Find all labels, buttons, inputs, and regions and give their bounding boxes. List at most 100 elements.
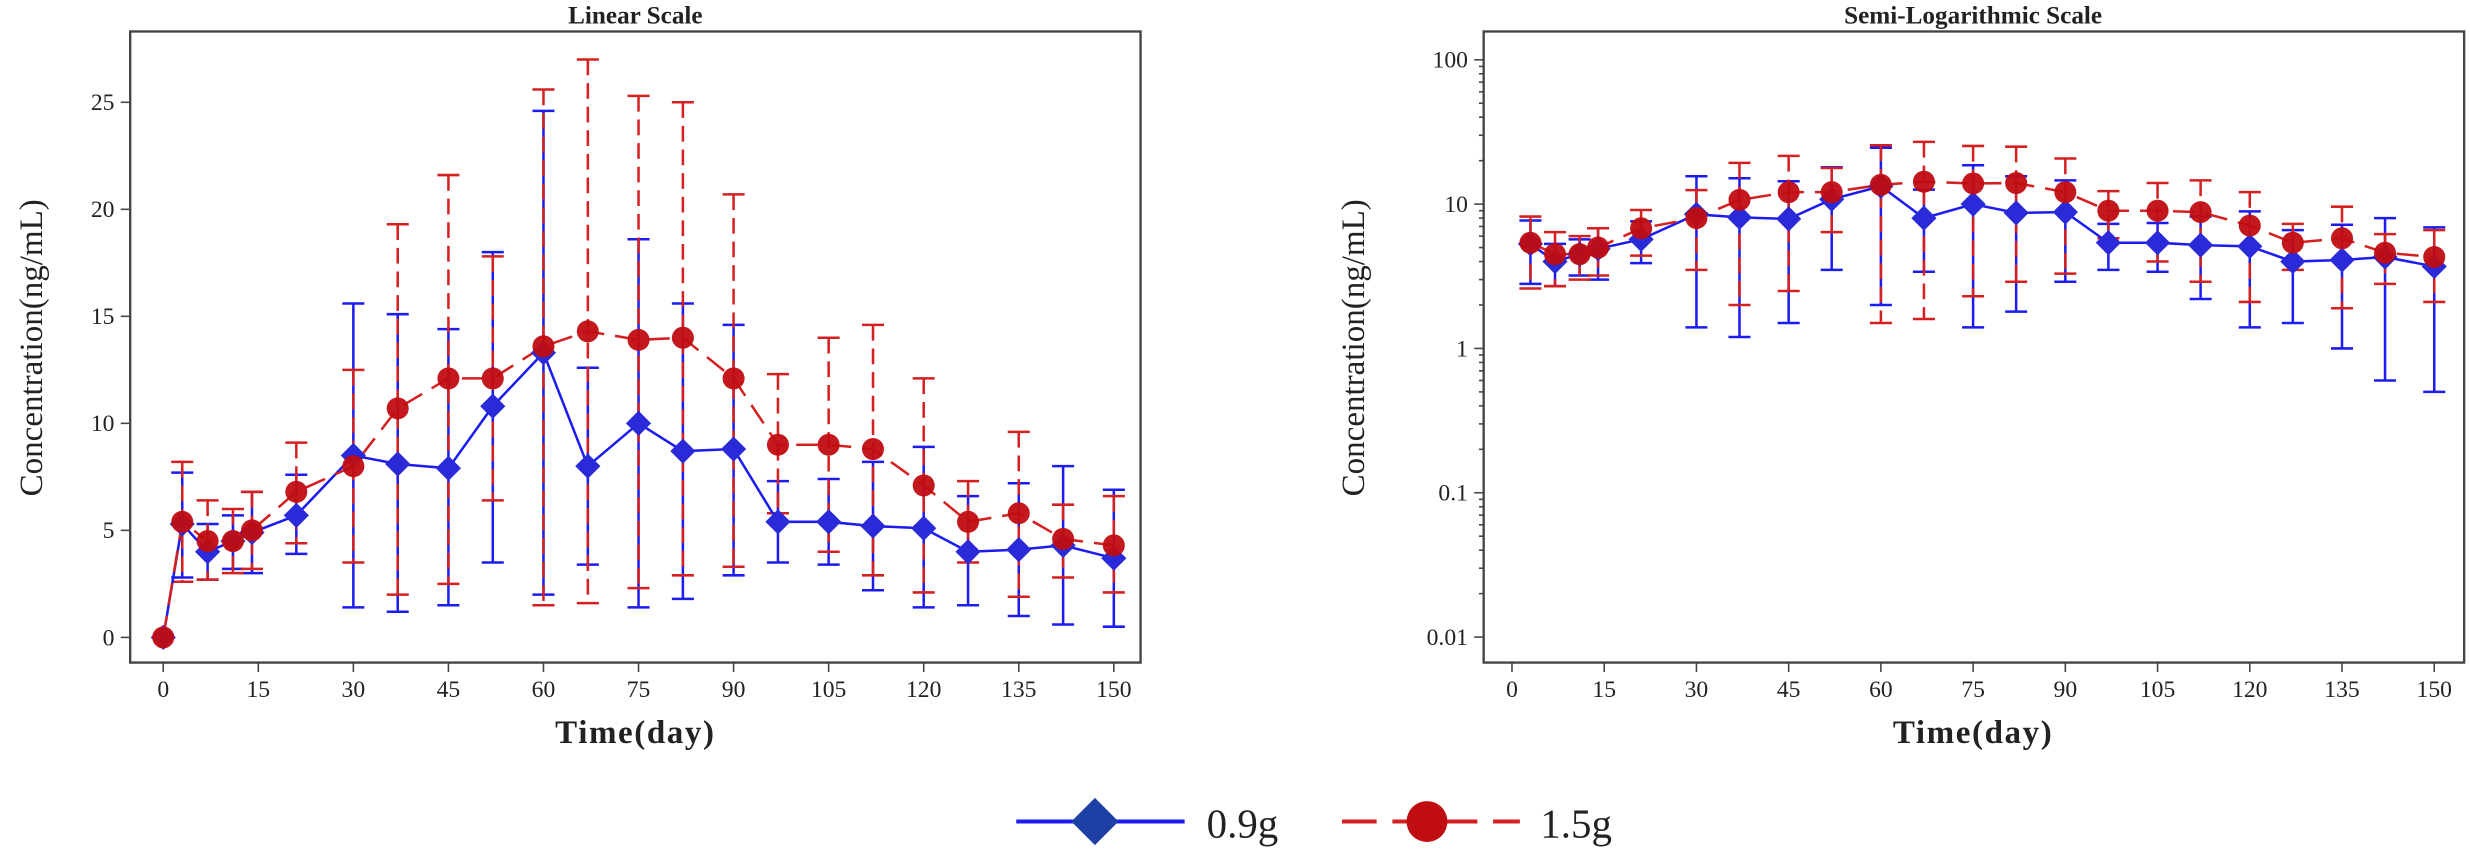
data-point-0.9g — [2052, 199, 2078, 225]
data-point-0.9g — [911, 515, 937, 541]
data-point-1.5g — [532, 335, 555, 358]
data-point-0.9g — [1911, 205, 1937, 231]
data-point-0.9g — [765, 509, 791, 535]
data-point-1.5g — [1544, 243, 1567, 266]
y-tick-label: 20 — [91, 197, 115, 223]
data-point-1.5g — [1962, 172, 1985, 195]
legend: 0.9g 1.5g — [1016, 797, 1612, 846]
data-point-0.9g — [2237, 233, 2263, 259]
data-point-0.9g — [2095, 230, 2121, 256]
data-point-0.9g — [670, 438, 696, 464]
y-axis-label: Concentration(ng/mL) — [14, 199, 50, 496]
series-line-0.9g — [1529, 184, 2435, 268]
data-point-1.5g — [1777, 181, 1800, 204]
data-point-1.5g — [1587, 236, 1610, 259]
data-point-1.5g — [481, 367, 504, 390]
x-tick-label: 120 — [2232, 677, 2267, 703]
data-point-1.5g — [342, 455, 365, 478]
linear-scale-panel: Linear Scale Time(day) Concentration(ng/… — [14, 3, 1142, 751]
data-point-1.5g — [627, 328, 650, 351]
data-point-1.5g — [2330, 227, 2354, 250]
x-tick-label: 75 — [627, 677, 651, 703]
x-tick-label: 15 — [1592, 677, 1616, 703]
data-point-1.5g — [912, 474, 935, 497]
data-point-0.9g — [1726, 204, 1753, 230]
data-point-0.9g — [435, 455, 462, 481]
legend-label: 0.9g — [1207, 801, 1279, 846]
x-tick-label: 150 — [1096, 677, 1131, 703]
data-point-1.5g — [1820, 181, 1843, 204]
data-point-1.5g — [576, 320, 599, 343]
y-tick-label: 10 — [91, 411, 115, 437]
data-point-1.5g — [196, 530, 219, 553]
x-tick-label: 120 — [906, 677, 941, 703]
data-point-1.5g — [2097, 199, 2120, 222]
data-point-1.5g — [1912, 170, 1935, 193]
y-tick-label: 10 — [1444, 192, 1468, 218]
data-point-1.5g — [437, 367, 460, 390]
legend-item-0.9g: 0.9g — [1016, 797, 1279, 846]
data-point-1.5g — [861, 438, 885, 461]
y-tick-label: 5 — [103, 518, 115, 544]
data-point-1.5g — [671, 326, 694, 349]
data-point-1.5g — [957, 510, 980, 533]
data-point-1.5g — [386, 397, 409, 420]
x-tick-label: 90 — [722, 677, 746, 703]
x-tick-label: 60 — [532, 677, 556, 703]
data-point-1.5g — [1685, 207, 1708, 230]
data-point-1.5g — [240, 519, 263, 542]
x-tick-label: 75 — [1961, 677, 1985, 703]
data-point-0.9g — [625, 410, 652, 436]
data-point-1.5g — [2189, 201, 2212, 224]
x-tick-label: 105 — [2140, 677, 2175, 703]
x-tick-label: 30 — [1685, 677, 1709, 703]
data-point-0.9g — [816, 509, 842, 535]
data-point-1.5g — [2005, 172, 2028, 195]
plot-frame — [1482, 30, 2466, 664]
data-point-0.9g — [575, 453, 601, 479]
chart-title: Linear Scale — [568, 3, 702, 30]
semi-log-scale-panel: Semi-Logarithmic Scale Time(day) Concent… — [1336, 3, 2466, 751]
y-tick-label: 0.01 — [1427, 625, 1468, 651]
data-point-0.9g — [2329, 247, 2355, 273]
legend-item-1.5g: 1.5g — [1342, 801, 1612, 846]
y-tick-label: 1 — [1456, 336, 1468, 362]
data-point-1.5g — [1630, 217, 1653, 240]
data-point-0.9g — [1006, 537, 1032, 563]
data-point-1.5g — [817, 433, 840, 456]
data-point-0.9g — [2188, 232, 2214, 258]
y-tick-label: 15 — [91, 304, 115, 330]
data-point-1.5g — [285, 480, 308, 503]
y-tick-label: 100 — [1433, 48, 1468, 74]
data-point-0.9g — [480, 393, 506, 419]
data-point-0.9g — [720, 436, 747, 462]
data-point-0.9g — [955, 539, 981, 565]
data-point-1.5g — [1519, 231, 1542, 254]
x-axis-label: Time(day) — [1893, 715, 2053, 751]
data-point-1.5g — [171, 510, 194, 533]
x-tick-label: 105 — [811, 677, 846, 703]
y-tick-label: 0.1 — [1438, 481, 1468, 507]
data-point-1.5g — [152, 626, 175, 649]
x-tick-label: 45 — [437, 677, 461, 703]
chart-title: Semi-Logarithmic Scale — [1844, 3, 2102, 30]
data-point-0.9g — [1776, 206, 1802, 232]
data-point-1.5g — [2281, 231, 2304, 254]
data-point-0.9g — [1960, 191, 1986, 217]
plot-frame — [129, 30, 1142, 664]
data-point-1.5g — [221, 530, 244, 553]
circle-marker-icon — [1406, 801, 1448, 842]
data-point-1.5g — [722, 367, 745, 390]
data-point-0.9g — [283, 502, 309, 528]
x-tick-label: 30 — [342, 677, 366, 703]
y-tick-label: 25 — [91, 90, 115, 116]
data-point-0.9g — [2144, 230, 2171, 256]
data-point-1.5g — [1728, 188, 1751, 211]
x-tick-label: 135 — [2324, 677, 2359, 703]
x-axis-label: Time(day) — [555, 715, 715, 751]
data-point-0.9g — [385, 451, 411, 477]
x-tick-label: 150 — [2417, 677, 2452, 703]
data-point-1.5g — [1869, 173, 1892, 196]
data-point-1.5g — [2238, 214, 2261, 237]
